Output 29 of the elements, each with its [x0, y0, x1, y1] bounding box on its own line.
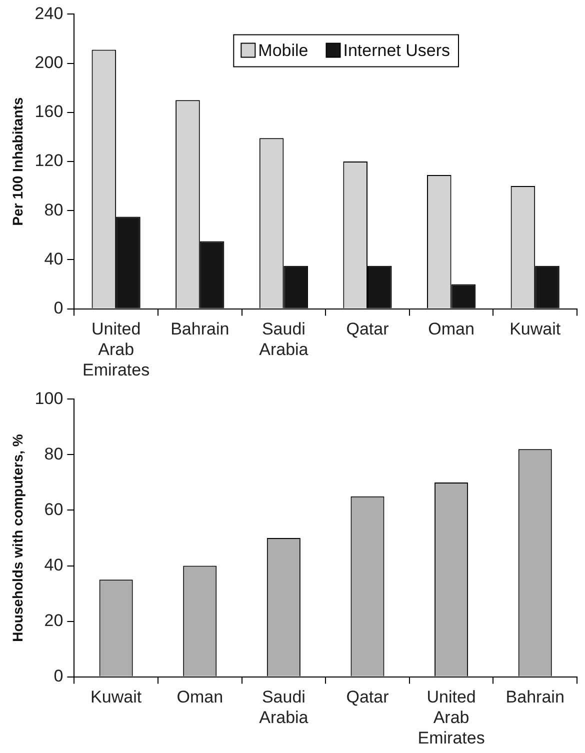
x-tick-label: Oman: [176, 688, 224, 707]
x-tick-label: United Arab Emirates: [418, 688, 485, 748]
y-tick-label: 240: [34, 4, 64, 23]
y-axis-title: Per 100 Inhabitants: [9, 97, 26, 226]
x-tick-label: United Arab Emirates: [82, 320, 150, 380]
x-tick-label: Bahrain: [170, 320, 230, 339]
x-tick-label: Kuwait: [90, 688, 142, 707]
y-tick-label: 200: [34, 52, 64, 72]
y-tick-label: 100: [34, 388, 64, 408]
y-tick-label: 160: [34, 102, 64, 122]
legend-label: Internet Users: [343, 40, 450, 60]
y-tick-label: 120: [34, 151, 64, 170]
x-tick-label: Saudi Arabia: [259, 320, 309, 360]
legend-label: Mobile: [258, 40, 308, 60]
y-tick-label: 40: [44, 249, 64, 268]
x-tick-label: Qatar: [346, 688, 390, 707]
y-tick-label: 80: [44, 200, 64, 220]
y-tick-label: 40: [44, 555, 64, 574]
y-tick-label: 20: [44, 610, 64, 630]
y-tick-label: 0: [54, 298, 64, 318]
y-tick-label: 60: [44, 500, 64, 519]
y-tick-label: 80: [44, 444, 64, 464]
x-tick-label: Oman: [428, 320, 474, 339]
x-tick-label: Bahrain: [506, 688, 564, 707]
y-tick-label: 0: [54, 666, 64, 686]
x-tick-label: Qatar: [346, 320, 390, 339]
x-tick-label: Kuwait: [510, 320, 561, 339]
y-axis-title: Households with computers, %: [9, 434, 26, 642]
x-tick-label: Saudi Arabia: [259, 688, 309, 728]
